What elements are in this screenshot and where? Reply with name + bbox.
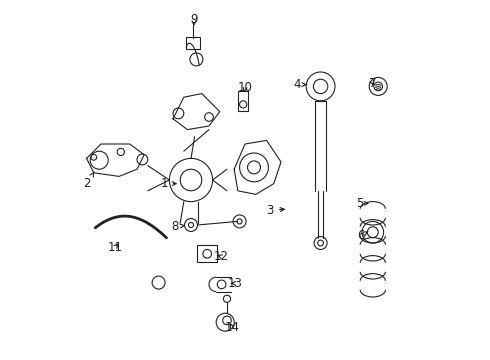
Text: 8: 8 [171,220,184,233]
Text: 13: 13 [227,277,243,290]
Text: 2: 2 [84,172,94,190]
Text: 10: 10 [238,81,252,94]
Text: 6: 6 [357,229,368,242]
Text: 5: 5 [357,197,368,210]
Text: 11: 11 [107,241,122,254]
Text: 14: 14 [224,321,240,334]
FancyBboxPatch shape [197,245,217,262]
Text: 4: 4 [294,78,307,91]
FancyBboxPatch shape [238,91,248,111]
Text: 9: 9 [190,13,197,26]
Text: 1: 1 [160,177,176,190]
Text: 12: 12 [214,250,229,263]
Polygon shape [87,144,144,176]
Polygon shape [234,140,281,194]
Text: 3: 3 [267,204,284,217]
Text: 7: 7 [369,77,376,90]
FancyBboxPatch shape [186,37,200,49]
Polygon shape [173,94,220,130]
